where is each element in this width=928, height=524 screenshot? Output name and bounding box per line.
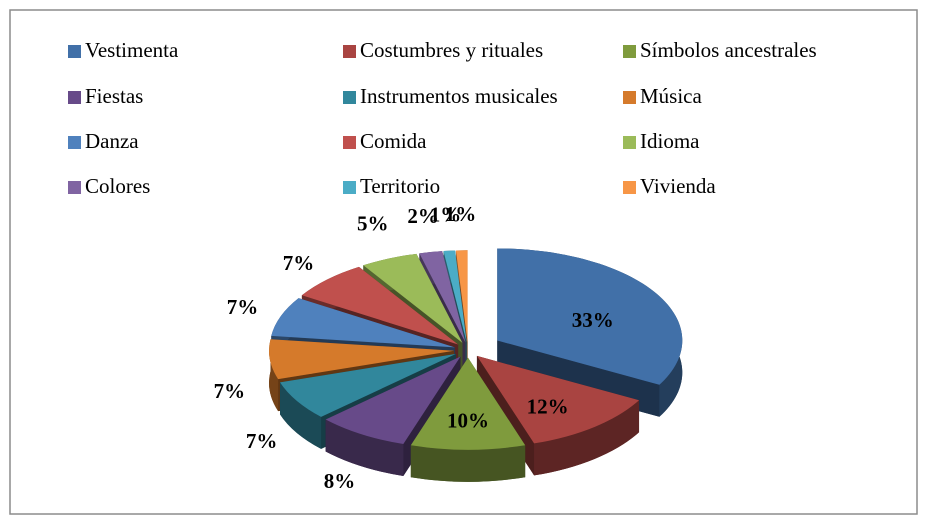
slice <box>280 353 456 417</box>
slice <box>301 266 459 345</box>
slice <box>443 250 467 343</box>
slice <box>419 251 466 343</box>
data-label: 7% <box>214 379 246 403</box>
slice <box>269 339 455 380</box>
legend-label: Vestimenta <box>85 38 179 62</box>
legend-swatch <box>68 136 81 149</box>
legend-label: Fiestas <box>85 84 143 108</box>
legend-swatch <box>68 181 81 194</box>
legend-label: Instrumentos musicales <box>360 84 558 108</box>
data-label: 33% <box>572 308 614 332</box>
data-label: 5% <box>357 212 389 236</box>
slice-side <box>280 382 322 449</box>
slice <box>271 298 455 348</box>
slice-side <box>534 400 640 476</box>
legend-label: Vivienda <box>640 174 716 198</box>
legend-swatch <box>623 45 636 58</box>
data-label: 7% <box>227 295 259 319</box>
slice <box>410 357 526 450</box>
legend-label: Símbolos ancestrales <box>640 38 817 62</box>
legend-label: Idioma <box>640 129 700 153</box>
slice-side <box>269 339 279 412</box>
legend-swatch <box>623 136 636 149</box>
legend-swatch <box>343 91 356 104</box>
data-label: 1% <box>445 202 477 226</box>
legend-swatch <box>623 181 636 194</box>
legend-label: Colores <box>85 174 150 198</box>
slice-side <box>410 445 526 482</box>
legend-swatch <box>343 136 356 149</box>
data-label: 8% <box>324 469 356 493</box>
legend-label: Comida <box>360 129 427 153</box>
data-label: 12% <box>527 394 569 418</box>
legend-swatch <box>68 45 81 58</box>
data-label: 10% <box>447 409 489 433</box>
legend-label: Territorio <box>360 174 440 198</box>
data-label: 1% <box>430 202 462 226</box>
legend-swatch <box>68 91 81 104</box>
slice <box>363 253 463 343</box>
slice <box>325 356 461 444</box>
slice <box>497 248 683 385</box>
slice <box>476 355 640 444</box>
data-label: 2% <box>407 204 439 228</box>
slice <box>455 250 468 343</box>
legend-label: Música <box>640 84 703 108</box>
legend-swatch <box>343 181 356 194</box>
slice-side <box>325 419 404 476</box>
legend-swatch <box>343 45 356 58</box>
legend-swatch <box>623 91 636 104</box>
legend-label: Danza <box>85 129 139 153</box>
legend-label: Costumbres y rituales <box>360 38 543 62</box>
data-label: 7% <box>283 251 315 275</box>
data-label: 7% <box>246 429 278 453</box>
